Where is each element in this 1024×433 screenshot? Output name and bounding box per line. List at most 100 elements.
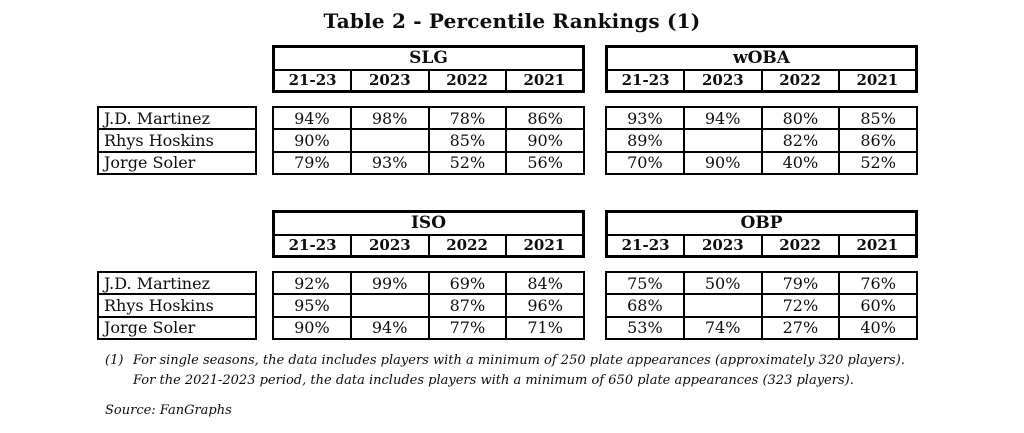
table-row: 93% 94% 80% 85% <box>607 108 916 131</box>
iso-hoskins-2022: 87% <box>430 295 508 316</box>
obp-hoskins-21-23: 68% <box>607 295 685 316</box>
iso-col-header-21-23: 21-23 <box>275 236 353 255</box>
woba-soler-21-23: 70% <box>607 152 685 173</box>
player-name-jorge-soler: Jorge Soler <box>104 153 196 173</box>
iso-martinez-21-23: 92% <box>274 273 352 294</box>
table-row: 70% 90% 40% 52% <box>607 152 916 173</box>
table-row: 92% 99% 69% 84% <box>274 273 583 296</box>
footnote-line-1: For single seasons, the data includes pl… <box>133 353 905 368</box>
table-row: 68% 72% 60% <box>607 295 916 318</box>
table-row: 95% 87% 96% <box>274 295 583 318</box>
slg-martinez-2021: 86% <box>527 108 563 128</box>
source-credit: Source: FanGraphs <box>105 403 232 418</box>
iso-col-header-2022: 2022 <box>430 236 507 255</box>
slg-hoskins-2021: 90% <box>527 130 563 150</box>
iso-col-header-2021: 2021 <box>523 236 566 254</box>
slg-soler-2022: 52% <box>430 152 508 173</box>
woba-martinez-2021: 85% <box>860 108 896 128</box>
iso-soler-21-23: 90% <box>274 317 352 338</box>
footnote-marker: (1) <box>105 353 124 368</box>
slg-martinez-21-23: 94% <box>274 108 352 129</box>
obp-hoskins-2023 <box>685 295 763 316</box>
iso-hoskins-2023 <box>352 295 430 316</box>
iso-soler-2021: 71% <box>527 318 563 338</box>
obp-soler-21-23: 53% <box>607 317 685 338</box>
iso-martinez-2022: 69% <box>430 273 508 294</box>
woba-soler-2022: 40% <box>763 152 841 173</box>
iso-soler-2023: 94% <box>352 317 430 338</box>
player-name-rhys-hoskins: Rhys Hoskins <box>99 130 255 153</box>
obp-header-block: OBP 21-23 2023 2022 2021 <box>605 210 918 258</box>
obp-col-header-21-23: 21-23 <box>608 236 686 255</box>
woba-martinez-2023: 94% <box>685 108 763 129</box>
woba-soler-2021: 52% <box>860 153 896 173</box>
obp-martinez-2021: 76% <box>860 273 896 293</box>
obp-martinez-2022: 79% <box>763 273 841 294</box>
woba-col-header-2023: 2023 <box>685 71 763 90</box>
iso-hoskins-2021: 96% <box>527 295 563 315</box>
woba-col-header-2021: 2021 <box>856 71 899 89</box>
slg-soler-2021: 56% <box>527 153 563 173</box>
obp-soler-2023: 74% <box>685 317 763 338</box>
table-row: 89% 82% 86% <box>607 130 916 153</box>
woba-year-row: 21-23 2023 2022 2021 <box>608 71 915 90</box>
figure-title: Table 2 - Percentile Rankings (1) <box>323 9 701 33</box>
iso-year-row: 21-23 2023 2022 2021 <box>275 236 582 255</box>
obp-stat-label: OBP <box>608 213 915 236</box>
slg-martinez-2022: 78% <box>430 108 508 129</box>
woba-col-header-2022: 2022 <box>763 71 840 90</box>
obp-col-header-2021: 2021 <box>856 236 899 254</box>
table-row: 90% 94% 77% 71% <box>274 317 583 338</box>
slg-col-header-2021: 2021 <box>523 71 566 89</box>
player-name-jd-martinez: J.D. Martinez <box>99 273 255 296</box>
table-row: 94% 98% 78% 86% <box>274 108 583 131</box>
player-names-block-upper: J.D. Martinez Rhys Hoskins Jorge Soler <box>97 106 257 175</box>
woba-col-header-21-23: 21-23 <box>608 71 686 90</box>
obp-martinez-2023: 50% <box>685 273 763 294</box>
obp-hoskins-2021: 60% <box>860 295 896 315</box>
obp-soler-2021: 40% <box>860 318 896 338</box>
obp-year-row: 21-23 2023 2022 2021 <box>608 236 915 255</box>
slg-data-block: 94% 98% 78% 86% 90% 85% 90% 79% 93% 52% … <box>272 106 585 175</box>
iso-soler-2022: 77% <box>430 317 508 338</box>
table-row: 75% 50% 79% 76% <box>607 273 916 296</box>
iso-header-block: ISO 21-23 2023 2022 2021 <box>272 210 585 258</box>
iso-martinez-2023: 99% <box>352 273 430 294</box>
woba-header-block: wOBA 21-23 2023 2022 2021 <box>605 45 918 93</box>
iso-martinez-2021: 84% <box>527 273 563 293</box>
woba-soler-2023: 90% <box>685 152 763 173</box>
player-name-jd-martinez: J.D. Martinez <box>99 108 255 131</box>
slg-year-row: 21-23 2023 2022 2021 <box>275 71 582 90</box>
woba-data-block: 93% 94% 80% 85% 89% 82% 86% 70% 90% 40% … <box>605 106 918 175</box>
iso-stat-label: ISO <box>275 213 582 236</box>
player-name-jorge-soler: Jorge Soler <box>104 318 196 338</box>
iso-hoskins-21-23: 95% <box>274 295 352 316</box>
slg-stat-label: SLG <box>275 48 582 71</box>
slg-soler-2023: 93% <box>352 152 430 173</box>
obp-data-block: 75% 50% 79% 76% 68% 72% 60% 53% 74% 27% … <box>605 271 918 340</box>
slg-col-header-21-23: 21-23 <box>275 71 353 90</box>
woba-martinez-21-23: 93% <box>607 108 685 129</box>
woba-stat-label: wOBA <box>608 48 915 71</box>
player-names-block-lower: J.D. Martinez Rhys Hoskins Jorge Soler <box>97 271 257 340</box>
obp-soler-2022: 27% <box>763 317 841 338</box>
slg-hoskins-2023 <box>352 130 430 151</box>
table-row: 53% 74% 27% 40% <box>607 317 916 338</box>
slg-hoskins-2022: 85% <box>430 130 508 151</box>
obp-col-header-2023: 2023 <box>685 236 763 255</box>
player-name-rhys-hoskins: Rhys Hoskins <box>99 295 255 318</box>
slg-martinez-2023: 98% <box>352 108 430 129</box>
woba-hoskins-21-23: 89% <box>607 130 685 151</box>
woba-martinez-2022: 80% <box>763 108 841 129</box>
obp-hoskins-2022: 72% <box>763 295 841 316</box>
woba-hoskins-2023 <box>685 130 763 151</box>
obp-col-header-2022: 2022 <box>763 236 840 255</box>
table-row: 90% 85% 90% <box>274 130 583 153</box>
table-row: 79% 93% 52% 56% <box>274 152 583 173</box>
woba-hoskins-2021: 86% <box>860 130 896 150</box>
slg-col-header-2023: 2023 <box>352 71 430 90</box>
slg-hoskins-21-23: 90% <box>274 130 352 151</box>
slg-col-header-2022: 2022 <box>430 71 507 90</box>
footnote-line-2: For the 2021-2023 period, the data inclu… <box>133 373 854 388</box>
